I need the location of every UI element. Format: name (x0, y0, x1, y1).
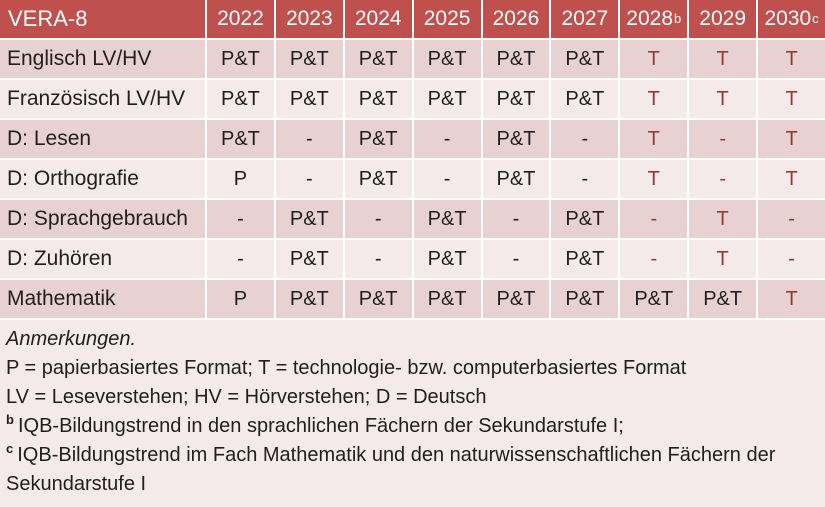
table-cell-2023: - (275, 160, 343, 198)
table-cell-2025: - (413, 160, 481, 198)
table-cell-2023: P&T (275, 240, 343, 278)
table-cell-2030: T (758, 120, 825, 158)
table-cell-2030: T (758, 280, 825, 318)
footnote-c-text: IQB-Bildungstrend im Fach Mathematik und… (6, 444, 776, 495)
table-cell-2029: P&T (689, 280, 757, 318)
year-header-2026: 2026 (482, 0, 550, 38)
year-header-2029: 2029 (689, 0, 757, 38)
row-label: Englisch LV/HV (0, 40, 205, 78)
table-cell-2022: P&T (207, 80, 274, 118)
table-cell-2025: P&T (413, 240, 481, 278)
row-label: D: Orthografie (0, 160, 205, 198)
table-cell-2024: P&T (344, 120, 412, 158)
table-cell-2022: P&T (207, 120, 274, 158)
row-label: Französisch LV/HV (0, 80, 205, 118)
table-cell-2022: - (207, 240, 274, 278)
table-cell-2029: T (689, 80, 757, 118)
table-cell-2028: T (620, 80, 688, 118)
note-anmerkungen: Anmerkungen. (6, 328, 137, 350)
table-cell-2025: - (413, 120, 481, 158)
table-cell-2029: T (689, 40, 757, 78)
note-abbreviation-legend: LV = Leseverstehen; HV = Hörverstehen; D… (6, 386, 487, 408)
table-cell-2030: - (758, 200, 825, 238)
table-cell-2026: P&T (482, 160, 550, 198)
table-cell-2022: P (207, 160, 274, 198)
row-label: D: Zuhören (0, 240, 205, 278)
year-header-2022: 2022 (207, 0, 274, 38)
table-cell-2026: P&T (482, 40, 550, 78)
table-cell-2028: - (620, 240, 688, 278)
footnote-b-text: IQB-Bildungstrend in den sprachlichen Fä… (17, 415, 624, 437)
table-cell-2022: P (207, 280, 274, 318)
row-label: D: Sprachgebrauch (0, 200, 205, 238)
year-header-2025: 2025 (413, 0, 481, 38)
note-format-legend: P = papierbasiertes Format; T = technolo… (6, 357, 687, 379)
table-cell-2028: T (620, 160, 688, 198)
assessment-schedule-table: VERA-8 2022 2023 2024 2025 2026 2027 2028 b 2029 2… (0, 0, 825, 318)
note-footnote-c: c IQB-Bildungstrend im Fach Mathematik un… (6, 441, 815, 499)
table-cell-2024: - (344, 200, 412, 238)
table-cell-2028: T (620, 40, 688, 78)
table-cell-2028: - (620, 200, 688, 238)
table-cell-2023: P&T (275, 80, 343, 118)
table-cell-2024: P&T (344, 80, 412, 118)
table-cell-2022: P&T (207, 40, 274, 78)
table-cell-2026: - (482, 240, 550, 278)
table-cell-2024: - (344, 240, 412, 278)
note-footnote-b: b IQB-Bildungstrend in den sprachlichen F… (6, 412, 815, 441)
table-cell-2024: P&T (344, 40, 412, 78)
table-cell-2030: T (758, 160, 825, 198)
table-cell-2030: T (758, 80, 825, 118)
table-notes: Anmerkungen. P = papierbasiertes Format;… (0, 320, 825, 507)
table-cell-2029: - (689, 160, 757, 198)
table-cell-2027: P&T (551, 40, 619, 78)
row-label: D: Lesen (0, 120, 205, 158)
table-cell-2027: P&T (551, 200, 619, 238)
table-cell-2029: - (689, 120, 757, 158)
table-cell-2028: P&T (620, 280, 688, 318)
table-cell-2026: P&T (482, 280, 550, 318)
table-cell-2026: - (482, 200, 550, 238)
table-cell-2025: P&T (413, 80, 481, 118)
table-cell-2026: P&T (482, 80, 550, 118)
table-cell-2025: P&T (413, 280, 481, 318)
footnote-b-marker: b (6, 412, 14, 428)
table-cell-2027: P&T (551, 280, 619, 318)
table-cell-2025: P&T (413, 200, 481, 238)
table-cell-2028: T (620, 120, 688, 158)
table-cell-2029: T (689, 200, 757, 238)
year-header-2027: 2027 (551, 0, 619, 38)
table-cell-2027: P&T (551, 80, 619, 118)
table-cell-2027: - (551, 160, 619, 198)
footnote-c-marker: c (6, 441, 14, 457)
table-cell-2025: P&T (413, 40, 481, 78)
table-cell-2024: P&T (344, 160, 412, 198)
table-cell-2027: P&T (551, 240, 619, 278)
table-cell-2024: P&T (344, 280, 412, 318)
table-cell-2030: - (758, 240, 825, 278)
table-cell-2023: P&T (275, 200, 343, 238)
table-cell-2023: - (275, 120, 343, 158)
row-label: Mathematik (0, 280, 205, 318)
year-header-2030: 2030 c (758, 0, 825, 38)
year-header-2023: 2023 (275, 0, 343, 38)
table-cell-2023: P&T (275, 280, 343, 318)
table-title-cell: VERA-8 (0, 0, 205, 38)
table-cell-2027: - (551, 120, 619, 158)
table-cell-2030: T (758, 40, 825, 78)
year-header-2028: 2028 b (620, 0, 688, 38)
table-cell-2026: P&T (482, 120, 550, 158)
table-cell-2029: T (689, 240, 757, 278)
table-cell-2022: - (207, 200, 274, 238)
year-header-2024: 2024 (344, 0, 412, 38)
table-cell-2023: P&T (275, 40, 343, 78)
